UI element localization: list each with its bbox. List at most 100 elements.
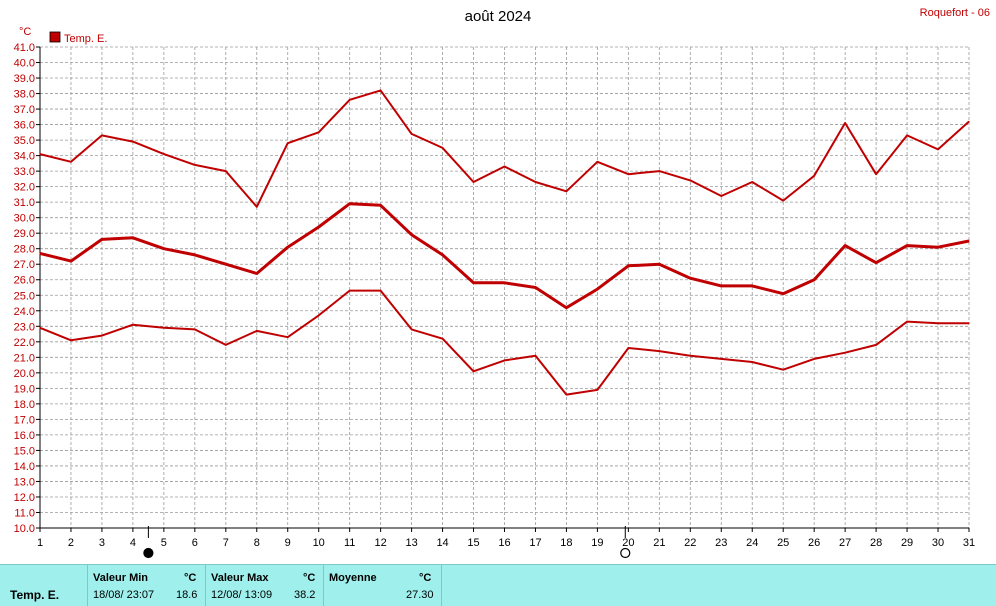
y-tick-label: 31.0 (14, 197, 35, 209)
full-moon-icon (620, 547, 631, 559)
x-tick-label: 29 (901, 537, 913, 549)
x-tick-label: 1 (37, 537, 43, 549)
data-point-max (70, 161, 72, 163)
summary-mean-cell: Moyenne °C 27.30 (324, 565, 442, 606)
y-tick-label: 37.0 (14, 104, 35, 116)
y-tick-label: 18.0 (14, 399, 35, 411)
min-unit: °C (184, 572, 197, 584)
y-tick-label: 17.0 (14, 414, 35, 426)
data-point-min (968, 322, 970, 324)
data-point-max (565, 190, 568, 192)
x-tick-label: 5 (161, 537, 167, 549)
data-point-mean (596, 288, 599, 290)
data-point-mean (472, 282, 475, 284)
data-point-min (287, 336, 289, 338)
data-point-max (503, 165, 506, 168)
y-tick-label: 13.0 (14, 476, 35, 488)
y-tick-label: 12.0 (14, 492, 35, 504)
data-point-max (813, 175, 815, 177)
data-point-min (720, 358, 722, 360)
data-point-mean (318, 226, 320, 228)
y-tick-label: 41.0 (14, 42, 35, 54)
data-point-max (472, 181, 475, 183)
data-point-mean (225, 263, 227, 265)
data-point-mean (194, 254, 196, 256)
data-point-min (627, 347, 629, 349)
y-tick-label: 23.0 (14, 321, 35, 333)
data-point-max (906, 134, 908, 137)
data-point-min (101, 335, 103, 337)
data-point-max (534, 181, 537, 183)
data-point-min (194, 328, 196, 330)
data-point-max (658, 170, 660, 172)
data-point-min (39, 327, 41, 329)
mean-value: 27.30 (406, 589, 434, 601)
data-point-max (318, 131, 320, 133)
legend-label: Temp. E. (64, 33, 107, 45)
x-tick-label: 21 (653, 537, 665, 549)
data-point-mean (163, 248, 165, 250)
data-point-max (937, 148, 939, 151)
data-point-min (380, 290, 382, 292)
data-point-min (534, 355, 537, 357)
data-point-mean (256, 272, 258, 275)
data-point-max (844, 122, 846, 124)
data-point-max (782, 200, 784, 202)
data-point-max (132, 141, 134, 143)
data-point-max (101, 134, 103, 137)
y-tick-label: 16.0 (14, 430, 35, 442)
data-point-min (906, 321, 908, 323)
min-date: 18/08/ 23:07 (93, 589, 155, 601)
data-point-mean (658, 263, 660, 265)
summary-series-name: Temp. E. (10, 588, 60, 602)
x-tick-label: 19 (591, 537, 603, 549)
data-point-max (720, 195, 722, 197)
y-tick-label: 11.0 (14, 507, 35, 519)
max-value: 38.2 (294, 589, 316, 601)
data-point-mean (844, 245, 846, 247)
data-point-mean (534, 286, 537, 289)
y-tick-label: 40.0 (14, 58, 35, 70)
summary-min-cell: Valeur Min °C 18/08/ 23:07 18.6 (88, 565, 206, 606)
data-point-max (287, 142, 289, 144)
data-point-min (70, 339, 72, 341)
x-tick-label: 7 (223, 537, 229, 549)
data-point-min (751, 361, 753, 363)
data-point-mean (751, 285, 753, 287)
data-point-min (411, 328, 413, 330)
data-point-min (472, 370, 475, 372)
y-tick-label: 35.0 (14, 135, 35, 147)
y-tick-label: 15.0 (14, 445, 35, 457)
x-tick-label: 9 (285, 537, 291, 549)
y-tick-label: 14.0 (14, 461, 35, 473)
data-point-mean (627, 265, 629, 267)
x-tick-label: 12 (375, 537, 387, 549)
data-point-max (39, 153, 41, 155)
data-point-min (256, 330, 258, 332)
x-tick-label: 10 (313, 537, 325, 549)
station-label: Roquefort - 06 (920, 7, 990, 19)
data-point-mean (287, 246, 289, 248)
series-lines (39, 89, 970, 396)
mean-header: Moyenne (329, 572, 377, 584)
max-header: Valeur Max (211, 572, 269, 584)
data-point-max (689, 179, 691, 182)
max-unit: °C (303, 572, 316, 584)
data-point-max (968, 120, 970, 123)
data-point-max (411, 133, 413, 135)
x-tick-label: 15 (467, 537, 479, 549)
data-point-min (565, 393, 568, 396)
data-point-min (318, 314, 320, 317)
y-tick-label: 21.0 (14, 352, 35, 364)
x-tick-label: 8 (254, 537, 260, 549)
x-tick-label: 6 (192, 537, 198, 549)
legend: Temp. E. (49, 31, 107, 45)
x-tick-label: 22 (684, 537, 696, 549)
data-point-mean (875, 262, 877, 264)
y-axis-unit: °C (19, 26, 31, 38)
data-point-min (844, 352, 846, 354)
data-point-min (132, 324, 134, 326)
data-point-min (689, 355, 691, 357)
min-header: Valeur Min (93, 572, 149, 584)
data-point-mean (813, 279, 815, 281)
